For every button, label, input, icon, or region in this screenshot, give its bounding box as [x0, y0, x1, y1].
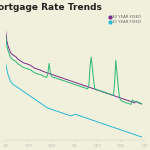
Legend: 30 YEAR FIXED, 15 YEAR FIXED: 30 YEAR FIXED, 15 YEAR FIXED [109, 15, 142, 25]
Text: Mortgage Rate Trends: Mortgage Rate Trends [0, 3, 102, 12]
